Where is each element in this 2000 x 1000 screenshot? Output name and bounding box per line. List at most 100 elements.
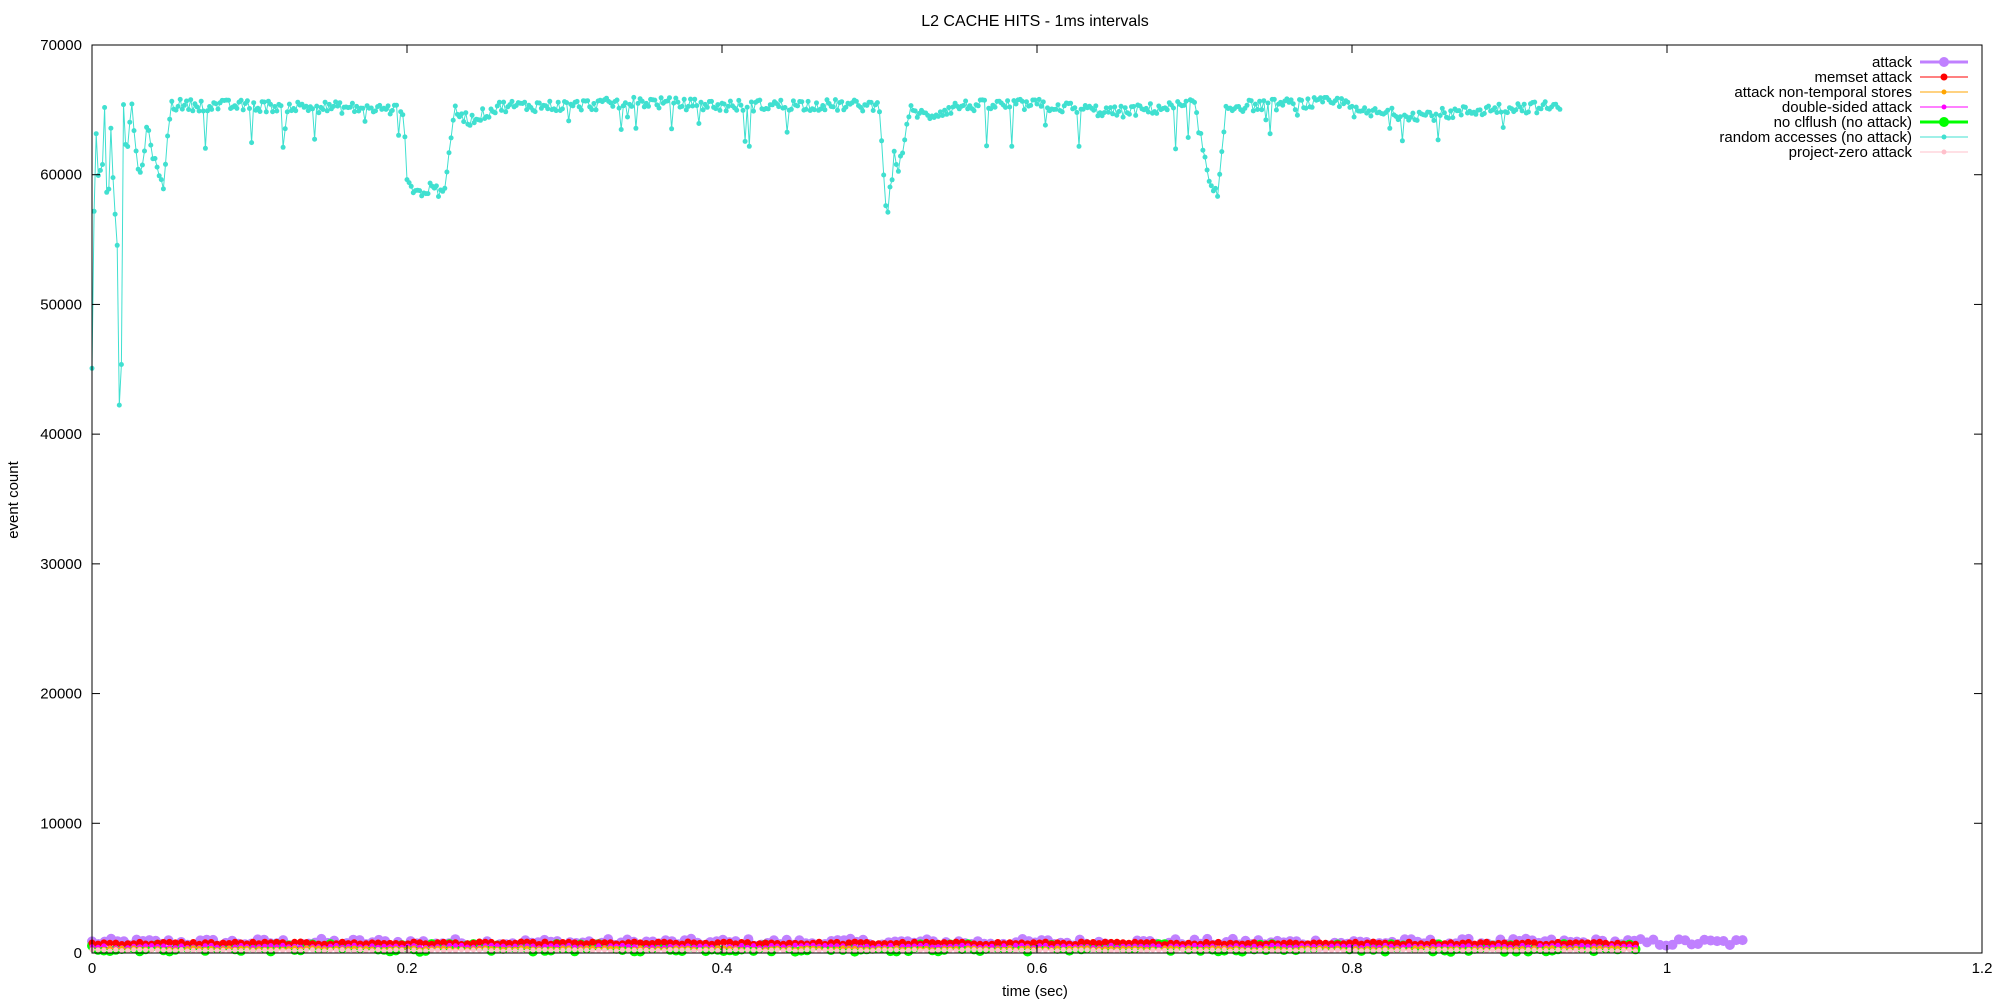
data-point: [1180, 947, 1186, 953]
data-point: [596, 947, 602, 953]
data-point: [107, 948, 113, 954]
data-point: [459, 942, 464, 948]
data-point: [464, 948, 470, 954]
data-point: [893, 162, 899, 167]
data-point: [257, 109, 263, 114]
data-point: [811, 107, 817, 113]
x-tick-label: 0.2: [397, 960, 418, 977]
data-point: [1602, 939, 1610, 947]
data-point: [181, 102, 187, 108]
data-point: [885, 209, 891, 215]
legend-label: attack non-temporal stores: [1734, 84, 1912, 101]
data-point: [1269, 942, 1275, 948]
data-point: [186, 107, 192, 112]
data-point: [786, 947, 792, 953]
data-point: [1013, 942, 1019, 948]
data-point: [1424, 947, 1430, 953]
data-point: [532, 109, 538, 115]
data-point: [1214, 938, 1222, 946]
data-point: [529, 938, 537, 946]
data-point: [751, 947, 756, 953]
data-point: [116, 402, 122, 408]
data-point: [1501, 948, 1507, 954]
data-point: [906, 114, 912, 120]
data-point: [675, 99, 681, 105]
data-point: [883, 203, 889, 209]
data-point: [942, 107, 948, 113]
data-point: [339, 110, 345, 116]
data-point: [440, 938, 448, 946]
data-point: [1006, 939, 1014, 947]
data-point: [725, 103, 731, 109]
data-point: [171, 939, 179, 947]
data-point: [436, 194, 441, 199]
data-point: [963, 98, 969, 104]
data-point: [331, 103, 336, 109]
data-point: [160, 186, 166, 192]
legend-swatch-marker: [1941, 149, 1947, 155]
data-point: [263, 109, 269, 115]
legend-label: double-sided attack: [1782, 99, 1913, 116]
data-point: [312, 136, 318, 142]
data-point: [1103, 105, 1109, 111]
data-point: [441, 948, 447, 954]
data-point: [965, 947, 971, 953]
data-point: [564, 100, 570, 106]
data-point: [196, 108, 202, 114]
data-point: [1275, 948, 1281, 954]
data-point: [690, 939, 698, 947]
data-point: [684, 938, 692, 946]
data-point: [1060, 947, 1066, 953]
data-point: [357, 947, 363, 953]
data-point: [882, 947, 888, 953]
data-point: [121, 102, 126, 108]
data-point: [1244, 940, 1252, 947]
data-point: [1013, 948, 1019, 953]
data-point: [899, 938, 906, 946]
data-point: [194, 104, 200, 110]
data-point: [262, 947, 268, 953]
data-point: [1609, 948, 1615, 954]
data-point: [610, 103, 616, 109]
data-point: [1001, 943, 1007, 949]
data-point: [751, 108, 756, 114]
data-point: [554, 947, 560, 953]
legend-swatch-marker: [1939, 117, 1949, 127]
data-point: [1530, 939, 1538, 947]
data-point: [917, 948, 923, 954]
data-point: [463, 110, 469, 116]
data-point: [501, 99, 507, 105]
data-point: [402, 134, 408, 140]
data-point: [494, 947, 500, 953]
data-point: [1126, 111, 1132, 117]
data-point: [113, 947, 119, 953]
data-point: [298, 948, 304, 954]
data-point: [1206, 178, 1212, 184]
data-point: [590, 948, 596, 954]
plot-frame: [91, 44, 1983, 954]
data-point: [700, 107, 706, 113]
data-point: [1203, 948, 1209, 954]
data-point: [548, 948, 554, 953]
data-point: [408, 183, 414, 189]
data-point: [622, 100, 628, 106]
data-point: [1572, 939, 1580, 947]
data-point: [947, 947, 953, 953]
data-point: [757, 97, 763, 103]
data-point: [1036, 96, 1042, 102]
data-point: [839, 99, 845, 105]
data-point: [400, 112, 406, 118]
data-point: [1430, 948, 1436, 954]
data-point: [914, 114, 920, 120]
y-tick-label: 60000: [40, 167, 82, 184]
data-point: [744, 104, 750, 110]
data-point: [278, 103, 284, 109]
data-point: [1372, 106, 1378, 112]
data-point: [616, 105, 622, 111]
x-tick-label: 1: [1663, 960, 1671, 977]
data-point: [434, 939, 442, 947]
data-point: [110, 175, 116, 181]
data-point: [1213, 185, 1218, 191]
data-point: [697, 943, 703, 949]
data-point: [1030, 939, 1038, 947]
